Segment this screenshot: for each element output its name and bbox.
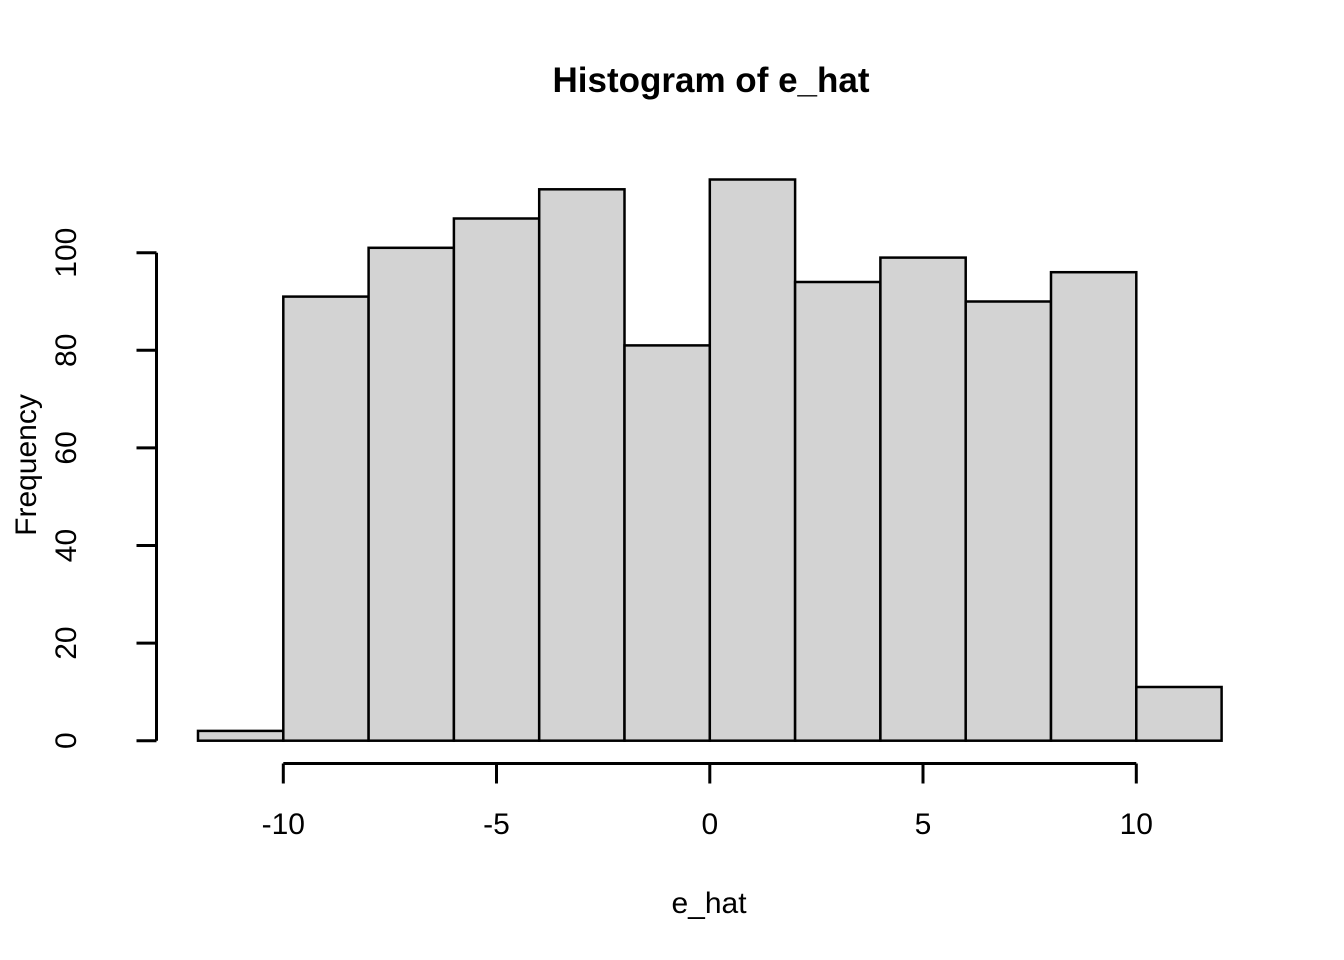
- y-tick-label: 60: [50, 431, 83, 464]
- histogram-bar: [879, 256, 967, 742]
- histogram-bar: [537, 188, 626, 742]
- histogram-bar: [1135, 685, 1223, 742]
- histogram-bar: [623, 344, 712, 742]
- histogram-bar: [1049, 270, 1138, 742]
- x-tick-label: 0: [701, 808, 718, 841]
- x-axis: -10 -5 0 5 10: [262, 762, 1153, 841]
- histogram-bar: [964, 300, 1053, 742]
- y-tick-label: 80: [50, 334, 83, 367]
- histogram-bar: [282, 295, 370, 742]
- x-axis-label: e_hat: [671, 887, 747, 920]
- x-tick-label: 5: [915, 808, 932, 841]
- histogram-bar: [196, 729, 285, 742]
- histogram-bar: [367, 246, 456, 742]
- histogram-bar: [708, 178, 797, 742]
- y-axis-label: Frequency: [10, 394, 43, 536]
- x-tick-label: -5: [483, 808, 510, 841]
- histogram-bar: [452, 217, 541, 742]
- y-tick-label: 100: [50, 228, 83, 278]
- histogram-bar: [793, 280, 882, 742]
- y-tick-label: 40: [50, 529, 83, 562]
- x-tick-label: -10: [262, 808, 305, 841]
- y-tick-label: 0: [50, 732, 83, 749]
- y-tick-label: 20: [50, 626, 83, 659]
- x-tick-label: 10: [1120, 808, 1153, 841]
- plot-title: Histogram of e_hat: [553, 61, 870, 100]
- y-axis: 0 20 40 60 80 100: [50, 228, 158, 749]
- histogram-bars: [196, 178, 1223, 742]
